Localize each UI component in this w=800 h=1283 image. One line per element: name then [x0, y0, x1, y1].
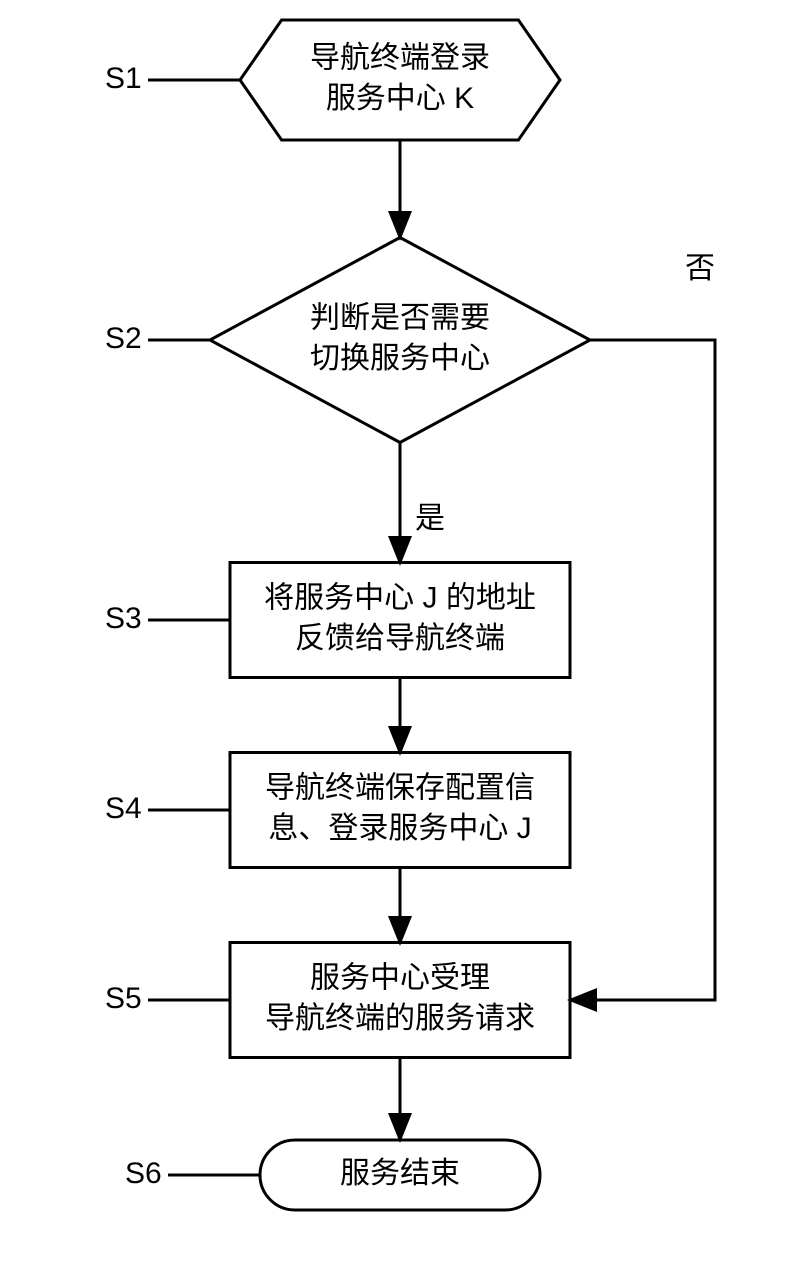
step-label-l3: S3 — [105, 602, 142, 635]
node-s4-line-0: 导航终端保存配置信 — [265, 772, 535, 805]
node-s5-line-0: 服务中心受理 — [310, 962, 490, 995]
edge-e23-label: 是 — [415, 502, 445, 535]
node-s5: 服务中心受理导航终端的服务请求 — [230, 943, 570, 1058]
step-label-l5: S5 — [105, 982, 142, 1015]
node-s4-line-1: 息、登录服务中心 J — [268, 812, 531, 845]
edge-e2no-label: 否 — [685, 252, 715, 285]
node-s4: 导航终端保存配置信息、登录服务中心 J — [230, 753, 570, 868]
node-s1-line-0: 导航终端登录 — [310, 42, 490, 75]
node-s3-line-1: 反馈给导航终端 — [295, 622, 505, 655]
node-s1-line-1: 服务中心 K — [326, 82, 474, 115]
step-label-l1: S1 — [105, 62, 142, 95]
node-s6: 服务结束 — [260, 1140, 540, 1210]
node-s5-line-1: 导航终端的服务请求 — [265, 1002, 535, 1035]
node-s2-line-0: 判断是否需要 — [310, 302, 490, 335]
edge-e23: 是 — [400, 442, 445, 563]
step-label-l6: S6 — [125, 1157, 162, 1190]
flowchart-canvas: 是 否 导航终端登录服务中心 K 判断是否需要切换服务中心将服务中心 J 的地址反馈… — [0, 0, 800, 1283]
node-s3: 将服务中心 J 的地址反馈给导航终端 — [230, 563, 570, 678]
node-s6-line-0: 服务结束 — [340, 1157, 460, 1190]
node-s2-line-1: 切换服务中心 — [310, 342, 490, 375]
step-label-l4: S4 — [105, 792, 142, 825]
node-s3-line-0: 将服务中心 J 的地址 — [264, 582, 536, 615]
step-label-l2: S2 — [105, 322, 142, 355]
node-s1: 导航终端登录服务中心 K — [240, 20, 560, 140]
node-s2: 判断是否需要切换服务中心 — [210, 238, 590, 443]
edge-e2no: 否 — [570, 252, 715, 1000]
